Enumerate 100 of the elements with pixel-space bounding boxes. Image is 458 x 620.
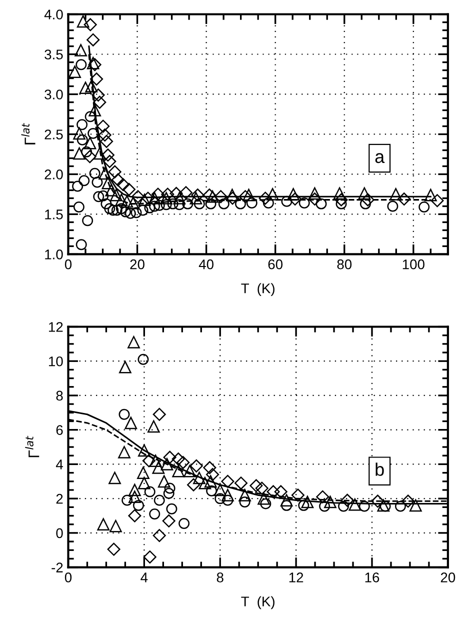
point	[274, 485, 288, 498]
x-tick-label: 80	[337, 259, 352, 270]
point	[298, 198, 310, 208]
point	[130, 207, 142, 218]
point	[218, 198, 230, 210]
point	[291, 488, 304, 502]
point	[76, 239, 87, 250]
point	[205, 198, 216, 210]
point	[119, 360, 132, 374]
point	[260, 498, 272, 510]
point	[239, 496, 250, 508]
point	[137, 204, 148, 216]
point	[308, 187, 321, 200]
point	[144, 202, 156, 214]
annotation: a	[375, 153, 385, 164]
point	[138, 354, 149, 365]
point	[316, 198, 327, 210]
point	[167, 198, 178, 210]
point	[176, 456, 190, 469]
point	[262, 198, 274, 208]
point	[202, 188, 216, 202]
point	[162, 514, 176, 528]
point	[173, 192, 186, 204]
point	[163, 450, 176, 464]
point	[86, 33, 100, 46]
point	[137, 466, 150, 479]
point	[214, 190, 228, 204]
point	[128, 490, 141, 504]
point	[128, 336, 140, 348]
point	[100, 134, 114, 148]
point	[79, 82, 92, 94]
point	[255, 482, 268, 495]
x-axis-title: T (K)	[241, 283, 274, 296]
point	[142, 454, 156, 468]
point	[116, 203, 127, 214]
y-tick-label: 2.5	[44, 130, 63, 140]
point	[107, 542, 120, 556]
point	[348, 498, 362, 511]
point	[108, 204, 119, 216]
point	[141, 192, 154, 205]
point	[430, 194, 444, 208]
point	[193, 472, 206, 484]
point	[172, 452, 185, 466]
point	[298, 500, 310, 511]
point	[214, 484, 226, 496]
y-tick-label: -2	[52, 562, 63, 572]
point	[111, 204, 122, 216]
point	[164, 482, 176, 494]
point	[336, 198, 347, 210]
point	[89, 168, 100, 179]
point	[206, 190, 219, 203]
point	[250, 479, 263, 492]
y-axis-title: Γ$^{lat}$	[25, 436, 40, 458]
point	[166, 503, 178, 514]
point	[82, 215, 94, 226]
point	[88, 104, 101, 116]
x-tick-label: 12	[289, 572, 304, 582]
point	[280, 494, 293, 506]
point	[120, 206, 132, 218]
y-tick-label: 6	[56, 425, 63, 436]
point	[380, 500, 391, 512]
point	[333, 187, 346, 200]
point	[179, 186, 192, 200]
point	[128, 509, 142, 522]
point	[84, 111, 96, 122]
point	[144, 486, 156, 498]
point	[308, 192, 322, 206]
point	[204, 475, 217, 488]
point	[124, 416, 138, 430]
point	[258, 192, 272, 205]
x-tick-label: 0	[64, 572, 72, 582]
point	[115, 194, 128, 206]
y-axis-title: Γ$^{lat}$	[21, 123, 36, 144]
point	[105, 184, 118, 196]
point	[371, 494, 384, 508]
point	[98, 128, 112, 142]
point	[281, 196, 292, 207]
point	[68, 66, 81, 78]
point	[93, 147, 106, 160]
y-tick-label: 4.0	[44, 10, 63, 20]
point	[93, 191, 104, 202]
point	[108, 165, 122, 178]
point	[122, 494, 133, 506]
point	[338, 500, 349, 512]
point	[394, 500, 406, 512]
point	[84, 136, 96, 150]
y-tick-label: 3.5	[44, 50, 63, 60]
point	[226, 192, 240, 205]
point	[182, 198, 194, 210]
point	[172, 464, 185, 478]
point	[161, 188, 174, 201]
point	[138, 476, 150, 490]
point	[184, 464, 196, 478]
point	[390, 188, 402, 200]
x-tick-label: 20	[440, 572, 456, 582]
point	[84, 18, 97, 32]
point	[116, 178, 130, 192]
point	[360, 198, 371, 210]
x-tick-label: 100	[402, 259, 424, 270]
point	[111, 173, 124, 186]
